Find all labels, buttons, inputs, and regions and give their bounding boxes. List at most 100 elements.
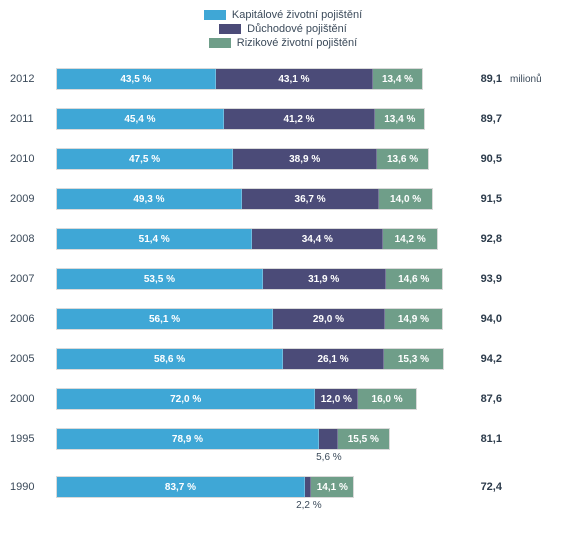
stacked-bar: 78,9 %15,5 % bbox=[56, 428, 390, 450]
stacked-bar: 72,0 % 12,0 % 16,0 % bbox=[56, 388, 417, 410]
bar-wrap: 51,4 % 34,4 % 14,2 % bbox=[56, 228, 438, 250]
row-total: 94,0 bbox=[458, 313, 502, 325]
legend-item: Důchodové pojištění bbox=[219, 23, 347, 35]
row-total: 87,6 bbox=[458, 393, 502, 405]
bar-row: 2005 58,6 % 26,1 % 15,3 % 94,2 bbox=[10, 348, 556, 370]
bar-row: 2008 51,4 % 34,4 % 14,2 % 92,8 bbox=[10, 228, 556, 250]
year-label: 2005 bbox=[10, 353, 50, 365]
row-total: 90,5 bbox=[458, 153, 502, 165]
segment-value: 34,4 % bbox=[302, 234, 333, 245]
year-label: 2006 bbox=[10, 313, 50, 325]
legend: Kapitálové životní pojištění Důchodové po… bbox=[10, 8, 556, 50]
segment-value: 31,9 % bbox=[308, 274, 339, 285]
row-total: 81,1 bbox=[458, 433, 502, 445]
bar-row: 201145,4 %41,2 %13,4 %89,7 bbox=[10, 108, 556, 130]
bar-segment: 34,4 % bbox=[252, 229, 383, 249]
year-label: 2010 bbox=[10, 153, 50, 165]
row-total: 92,8 bbox=[458, 233, 502, 245]
bar-row: 2012 43,5 %43,1 %13,4 % 89,1 milionů bbox=[10, 68, 556, 90]
bar-segment: 72,0 % bbox=[57, 389, 315, 409]
bar-row: 2000 72,0 % 12,0 % 16,0 % 87,6 bbox=[10, 388, 556, 410]
segment-value: 16,0 % bbox=[372, 394, 403, 405]
row-total: 91,5 bbox=[458, 193, 502, 205]
bar-segment: 31,9 % bbox=[263, 269, 386, 289]
stacked-bar: 49,3 % 36,7 % 14,0 % bbox=[56, 188, 433, 210]
legend-label: Rizikové životní pojištění bbox=[237, 37, 357, 49]
bar-wrap: 2,2 %83,7 %14,1 % bbox=[56, 476, 354, 498]
bar-segment: 13,4 % bbox=[375, 109, 424, 129]
bar-wrap: 53,5 % 31,9 % 14,6 % bbox=[56, 268, 443, 290]
segment-value: 13,4 % bbox=[384, 114, 415, 125]
bar-segment: 12,0 % bbox=[315, 389, 358, 409]
bar-row: 2006 56,1 % 29,0 % 14,9 % 94,0 bbox=[10, 308, 556, 330]
bar-segment: 13,4 % bbox=[373, 69, 422, 89]
segment-value: 56,1 % bbox=[149, 314, 180, 325]
stacked-bar: 56,1 % 29,0 % 14,9 % bbox=[56, 308, 443, 330]
segment-value: 78,9 % bbox=[172, 434, 203, 445]
bar-wrap: 43,5 %43,1 %13,4 % bbox=[56, 68, 423, 90]
segment-value: 14,0 % bbox=[390, 194, 421, 205]
year-label: 2007 bbox=[10, 273, 50, 285]
bar-segment: 26,1 % bbox=[283, 349, 384, 369]
segment-value: 26,1 % bbox=[317, 354, 348, 365]
bar-wrap: 58,6 % 26,1 % 15,3 % bbox=[56, 348, 444, 370]
segment-value: 53,5 % bbox=[144, 274, 175, 285]
bar-segment: 14,1 % bbox=[311, 477, 353, 497]
legend-swatch bbox=[204, 10, 226, 20]
bar-row: 200949,3 %36,7 %14,0 %91,5 bbox=[10, 188, 556, 210]
row-total: 94,2 bbox=[458, 353, 502, 365]
bar-segment: 36,7 % bbox=[242, 189, 380, 209]
legend-item: Rizikové životní pojištění bbox=[209, 37, 357, 49]
bar-segment: 14,6 % bbox=[386, 269, 442, 289]
bar-segment: 15,3 % bbox=[384, 349, 443, 369]
unit-label: milionů bbox=[510, 74, 542, 85]
segment-value-external: 5,6 % bbox=[316, 452, 342, 463]
legend-swatch bbox=[219, 24, 241, 34]
bar-segment: 45,4 % bbox=[57, 109, 224, 129]
segment-value: 13,6 % bbox=[387, 154, 418, 165]
year-label: 2000 bbox=[10, 393, 50, 405]
bar-row: 200753,5 %31,9 %14,6 %93,9 bbox=[10, 268, 556, 290]
year-label: 1990 bbox=[10, 481, 50, 493]
bar-wrap: 56,1 % 29,0 % 14,9 % bbox=[56, 308, 443, 330]
bar-segment: 13,6 % bbox=[377, 149, 427, 169]
stacked-bar: 47,5 % 38,9 % 13,6 % bbox=[56, 148, 429, 170]
stacked-bar: 43,5 %43,1 %13,4 % bbox=[56, 68, 423, 90]
bar-wrap: 45,4 % 41,2 % 13,4 % bbox=[56, 108, 425, 130]
year-label: 2011 bbox=[10, 113, 50, 125]
insurance-share-chart: Kapitálové životní pojištění Důchodové po… bbox=[0, 0, 566, 544]
stacked-bar: 51,4 % 34,4 % 14,2 % bbox=[56, 228, 438, 250]
bar-wrap: 47,5 % 38,9 % 13,6 % bbox=[56, 148, 429, 170]
segment-value: 14,9 % bbox=[398, 314, 429, 325]
segment-value: 14,2 % bbox=[395, 234, 426, 245]
row-total: 89,1 bbox=[458, 73, 502, 85]
segment-value: 12,0 % bbox=[321, 394, 352, 405]
bar-segment: 41,2 % bbox=[224, 109, 375, 129]
year-label: 2008 bbox=[10, 233, 50, 245]
segment-value: 45,4 % bbox=[124, 114, 155, 125]
segment-value: 38,9 % bbox=[289, 154, 320, 165]
segment-value: 49,3 % bbox=[133, 194, 164, 205]
stacked-bar: 53,5 % 31,9 % 14,6 % bbox=[56, 268, 443, 290]
segment-value: 72,0 % bbox=[170, 394, 201, 405]
row-total: 72,4 bbox=[458, 481, 502, 493]
bar-segment: 47,5 % bbox=[57, 149, 233, 169]
segment-value: 41,2 % bbox=[283, 114, 314, 125]
bar-segment: 14,9 % bbox=[385, 309, 442, 329]
bar-segment: 38,9 % bbox=[233, 149, 377, 169]
segment-value: 43,5 % bbox=[120, 74, 151, 85]
bar-segment: 51,4 % bbox=[57, 229, 252, 249]
segment-value: 47,5 % bbox=[129, 154, 160, 165]
year-label: 2012 bbox=[10, 73, 50, 85]
bar-segment: 78,9 % bbox=[57, 429, 319, 449]
segment-value: 51,4 % bbox=[139, 234, 170, 245]
bar-row: 19902,2 %83,7 %14,1 %72,4 bbox=[10, 476, 556, 498]
bar-segment: 29,0 % bbox=[273, 309, 385, 329]
segment-value: 58,6 % bbox=[154, 354, 185, 365]
segment-value: 83,7 % bbox=[165, 482, 196, 493]
bar-segment: 53,5 % bbox=[57, 269, 263, 289]
legend-label: Kapitálové životní pojištění bbox=[232, 9, 362, 21]
bar-segment: 14,2 % bbox=[383, 229, 437, 249]
bar-wrap: 72,0 % 12,0 % 16,0 % bbox=[56, 388, 417, 410]
bar-wrap: 5,6 %78,9 %15,5 % bbox=[56, 428, 390, 450]
